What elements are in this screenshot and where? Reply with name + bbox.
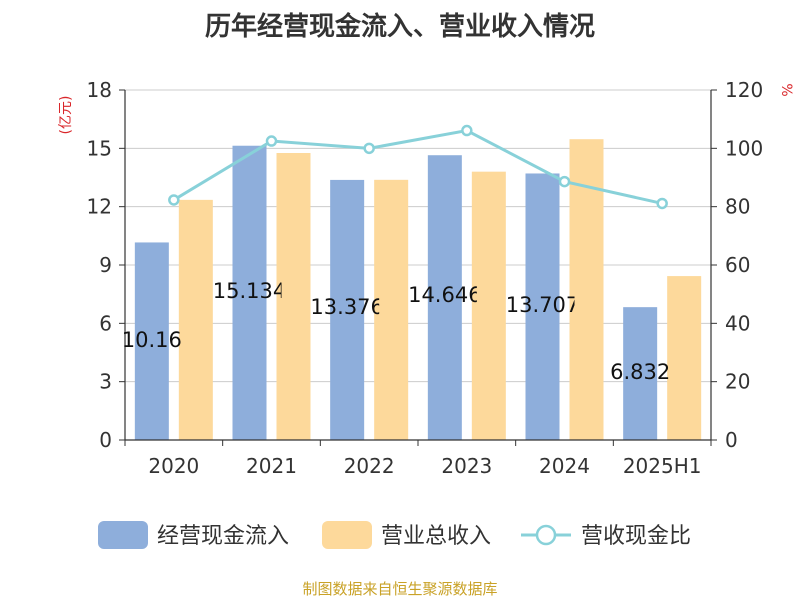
bar-revenue	[471, 171, 506, 440]
left-tick-label: 6	[99, 311, 112, 335]
legend-label: 营业总收入	[381, 524, 491, 549]
data-label: 6.832	[610, 360, 670, 384]
data-label: 13.707	[506, 293, 579, 317]
x-tick-label: 2023	[441, 454, 492, 478]
legend-label: 营收现金比	[581, 524, 691, 549]
ratio-point	[558, 175, 571, 188]
left-tick-label: 12	[87, 195, 112, 219]
bar-revenue	[374, 179, 409, 441]
bar-cash-inflow	[330, 179, 365, 440]
right-tick-label: 20	[725, 370, 750, 394]
ratio-point	[168, 194, 180, 206]
left-axis-label: (亿元)	[58, 96, 74, 135]
left-tick-label: 15	[87, 136, 112, 160]
ratio-line	[173, 128, 663, 205]
right-axis-label: %	[778, 83, 794, 96]
bar-revenue	[667, 276, 702, 440]
legend-swatch-ratio-marker	[535, 524, 557, 546]
data-label: 15.134	[213, 279, 286, 303]
right-tick-label: 60	[725, 253, 750, 277]
data-label: 14.646	[408, 283, 481, 307]
bar-revenue	[178, 199, 213, 440]
left-tick-label: 18	[87, 78, 112, 102]
bar-cash-inflow	[623, 307, 658, 440]
right-tick-label: 100	[725, 136, 763, 160]
bar-cash-inflow	[232, 145, 267, 440]
legend-swatch-revenue	[322, 521, 372, 549]
x-tick-label: 2024	[539, 454, 590, 478]
bar-cash-inflow	[427, 155, 462, 440]
right-tick-label: 120	[725, 78, 763, 102]
data-label: 10.16	[122, 328, 182, 352]
right-tick-label: 0	[725, 428, 738, 452]
chart-title: 历年经营现金流入、营业收入情况	[204, 12, 595, 42]
right-tick-label: 80	[725, 195, 750, 219]
x-tick-label: 2020	[148, 454, 199, 478]
bar-revenue	[276, 153, 311, 440]
source-note: 制图数据来自恒生聚源数据库	[302, 580, 498, 598]
bar-cash-inflow	[525, 173, 560, 440]
legend-label: 经营现金流入	[157, 524, 289, 549]
legend-swatch-cash-inflow	[98, 521, 148, 549]
x-tick-label: 2022	[344, 454, 395, 478]
ratio-point	[363, 142, 375, 155]
bar-cash-inflow	[134, 242, 169, 440]
data-label: 13.376	[310, 295, 383, 319]
left-tick-label: 0	[99, 428, 112, 452]
x-tick-label: 2025H1	[623, 454, 702, 478]
ratio-point	[265, 135, 278, 147]
left-tick-label: 3	[99, 370, 112, 394]
right-tick-label: 40	[725, 311, 750, 335]
ratio-point	[656, 197, 668, 210]
ratio-point	[461, 124, 473, 137]
x-tick-label: 2021	[246, 454, 297, 478]
left-tick-label: 9	[99, 253, 112, 277]
